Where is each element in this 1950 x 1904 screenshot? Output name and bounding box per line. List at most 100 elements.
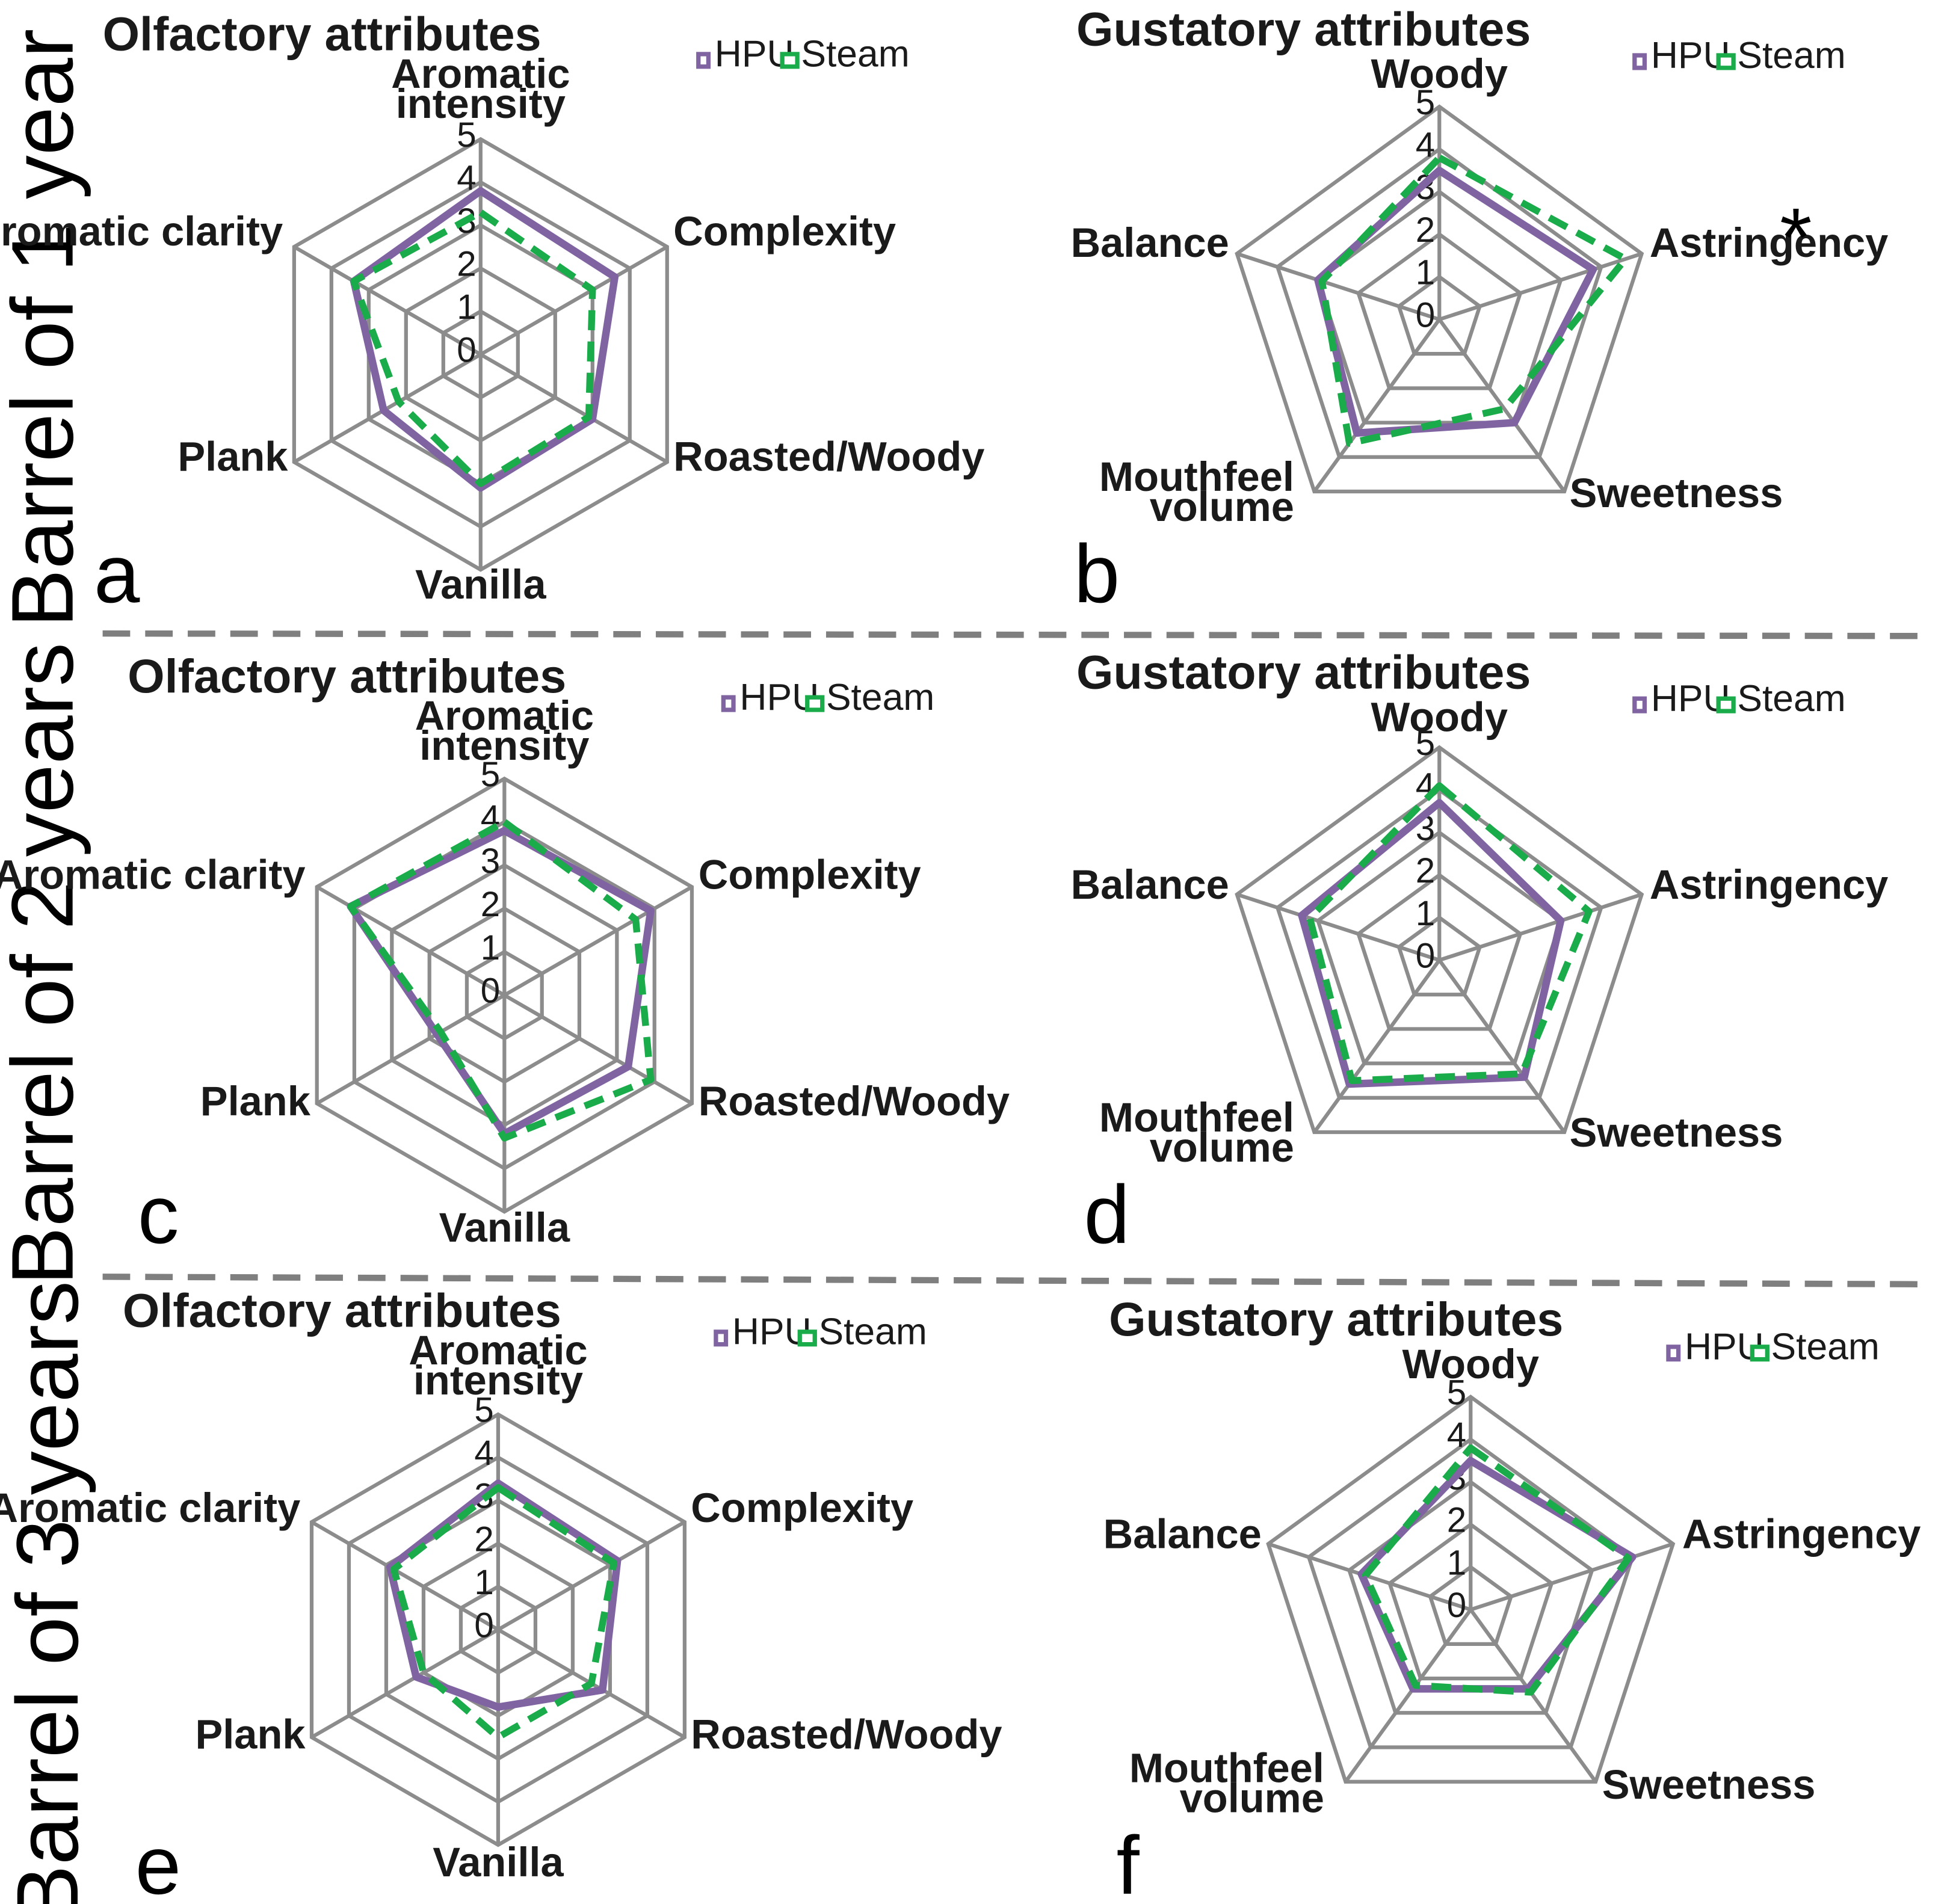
axis-label: Balance (1071, 861, 1229, 908)
panel-letter: b (1074, 528, 1120, 620)
axis-label: Roasted/Woody (673, 434, 984, 480)
legend-steam-label: Steam (801, 34, 909, 75)
axis-spoke (1439, 892, 1643, 962)
legend-steam-label: Steam (1737, 678, 1845, 719)
tick-label: 4 (457, 158, 476, 197)
axis-spoke (1437, 318, 1566, 493)
tick-label: 0 (481, 972, 500, 1011)
axis-label: Vanilla (415, 561, 546, 608)
radar-panel-f: Gustatory attributesf012345WoodyAstringe… (1103, 1292, 1921, 1904)
axis-label: Astringency (1682, 1511, 1921, 1557)
grid-ring (1396, 915, 1483, 997)
legend: HPU Steam (714, 1311, 927, 1353)
grid-ring (1235, 745, 1644, 1135)
legend-steam-swatch (805, 695, 825, 712)
tick-label: 5 (1416, 83, 1435, 122)
tick-label: 1 (1416, 253, 1435, 292)
tick-label: 1 (474, 1563, 493, 1602)
tick-label: 4 (1416, 126, 1435, 165)
legend-steam-swatch (780, 52, 800, 69)
series-steam-line (350, 209, 596, 487)
tick-label: 2 (1447, 1501, 1466, 1540)
tick-label: 0 (474, 1606, 493, 1645)
tick-label: 4 (474, 1434, 493, 1473)
tick-label: 2 (1416, 211, 1435, 250)
axis-label: Aromatic clarity (0, 208, 283, 254)
axis-label: Vanilla (439, 1204, 570, 1251)
axis-label: Plank (200, 1078, 311, 1124)
panel-title: Gustatory attributes (1076, 645, 1531, 699)
grid-ring (1275, 147, 1603, 459)
axis-label: Balance (1071, 220, 1229, 266)
axis-label: Complexity (699, 851, 921, 898)
series-steam-line (390, 1484, 617, 1741)
tick-label: 1 (481, 928, 500, 967)
axis-label: Aromatic intensity (409, 1327, 587, 1403)
grid-ring (1356, 232, 1523, 390)
tick-label: 5 (481, 755, 500, 794)
grid-ring (1266, 1394, 1676, 1784)
tick-label: 4 (1447, 1416, 1466, 1455)
panel-letter: c (138, 1169, 179, 1261)
legend-steam-label: Steam (1737, 35, 1845, 76)
panel-title: Gustatory attributes (1109, 1292, 1563, 1346)
axis-label: Complexity (691, 1485, 913, 1531)
axis-label: Woody (1371, 51, 1508, 97)
legend-steam-swatch (1716, 53, 1736, 70)
axis-spoke (503, 885, 693, 997)
axis-label: Roasted/Woody (699, 1078, 1010, 1124)
axis-label: Mouthfeel volume (1129, 1745, 1324, 1822)
panel-letter: a (94, 528, 140, 620)
series-hpu-line (347, 827, 655, 1138)
axis-label: Vanilla (433, 1839, 564, 1885)
tick-label: 2 (1416, 851, 1435, 890)
panel-letter: e (135, 1820, 181, 1904)
axis-spoke (293, 245, 482, 356)
tick-label: 2 (481, 885, 500, 924)
axis-label: Aromatic clarity (0, 851, 306, 898)
legend-steam-swatch (1716, 696, 1736, 713)
axis-label: Mouthfeel volume (1099, 1094, 1294, 1171)
panel-title: Olfactory attributes (123, 1284, 561, 1337)
legend: HPU Steam (1632, 678, 1846, 719)
legend-steam-swatch (1750, 1345, 1770, 1362)
axis-spoke (316, 993, 505, 1105)
axis-spoke (1312, 959, 1441, 1133)
grid-ring (1235, 104, 1644, 494)
axis-label: Sweetness (1570, 1109, 1783, 1156)
axis-spoke (310, 1628, 499, 1739)
axis-spoke (310, 1520, 499, 1631)
axis-spoke (1312, 318, 1441, 493)
axis-label: Plank (195, 1711, 306, 1758)
legend: HPU Steam (1632, 35, 1846, 76)
axis-spoke (480, 353, 668, 464)
legend-hpu-swatch (1632, 696, 1647, 713)
row-label-2: Barrel of 2 years (0, 642, 91, 1285)
axis-label: Balance (1103, 1511, 1262, 1557)
axis-spoke (1344, 1608, 1472, 1783)
series-steam-line (347, 818, 655, 1142)
tick-label: 1 (1447, 1543, 1466, 1582)
axis-label: Woody (1371, 694, 1508, 740)
tick-label: 5 (457, 116, 476, 155)
axis-spoke (316, 885, 505, 997)
axis-spoke (503, 993, 693, 1105)
series-hpu-line (386, 1479, 622, 1711)
panel-title: Gustatory attributes (1076, 2, 1531, 55)
axis-label: Astringency (1650, 220, 1889, 266)
significance-asterisk: * (1780, 191, 1812, 283)
axis-label: Roasted/Woody (691, 1711, 1002, 1758)
panel-letter: f (1117, 1820, 1140, 1904)
axis-spoke (1469, 1608, 1597, 1783)
axis-label: Aromatic clarity (0, 1485, 300, 1531)
tick-label: 0 (457, 331, 476, 370)
axis-label: Sweetness (1570, 470, 1783, 516)
tick-label: 1 (457, 288, 476, 327)
legend: HPU Steam (721, 677, 934, 718)
legend-hpu-swatch (696, 52, 711, 69)
axis-label: Aromatic intensity (415, 692, 594, 769)
tick-label: 0 (1447, 1586, 1466, 1625)
